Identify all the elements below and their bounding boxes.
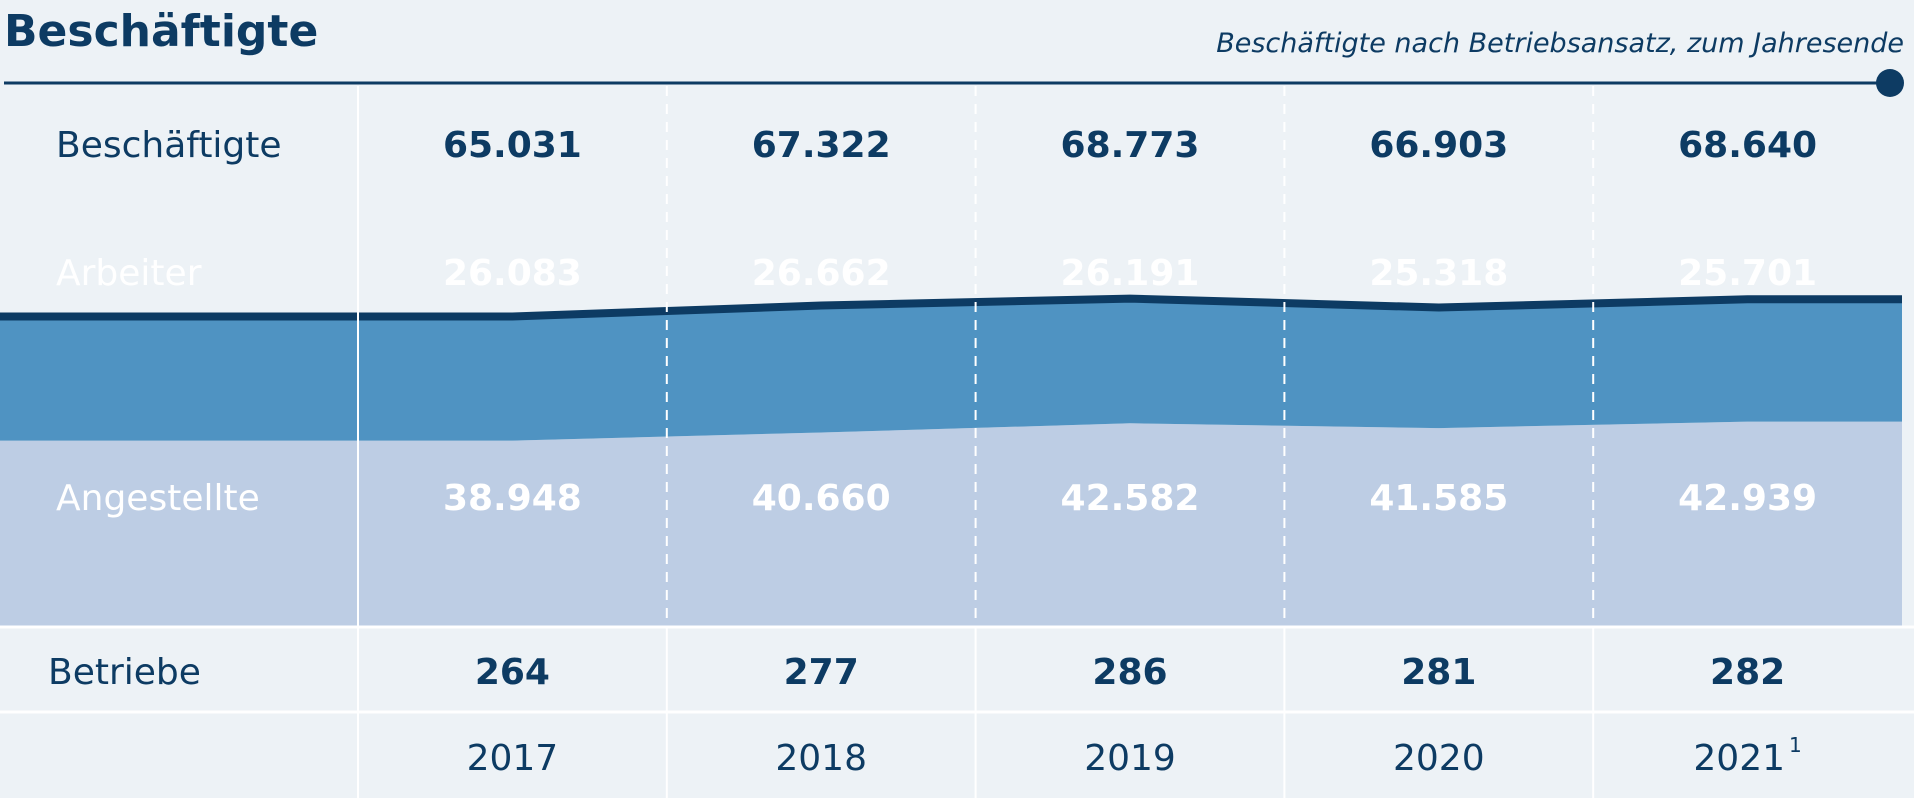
value-angestellte: 41.585 bbox=[1369, 478, 1508, 519]
value-arbeiter: 26.083 bbox=[443, 253, 582, 294]
page-title: Beschäftigte bbox=[4, 6, 319, 57]
value-beschaeftigte: 68.640 bbox=[1678, 125, 1817, 166]
value-arbeiter: 25.318 bbox=[1369, 253, 1508, 294]
value-betriebe: 282 bbox=[1710, 652, 1785, 693]
x-tick-label: 2019 bbox=[1084, 738, 1176, 779]
value-beschaeftigte: 67.322 bbox=[752, 125, 891, 166]
value-beschaeftigte: 66.903 bbox=[1369, 125, 1508, 166]
x-tick-year: 2020 bbox=[1393, 738, 1485, 779]
row-label-beschaeftigte: Beschäftigte bbox=[56, 125, 282, 166]
x-tick-year: 2018 bbox=[775, 738, 867, 779]
value-angestellte: 42.939 bbox=[1678, 478, 1817, 519]
row-label-arbeiter: Arbeiter bbox=[56, 253, 202, 294]
x-tick-footnote: 1 bbox=[1789, 733, 1802, 757]
page-subtitle: Beschäftigte nach Betriebsansatz, zum Ja… bbox=[1216, 28, 1904, 59]
value-angestellte: 42.582 bbox=[1061, 478, 1200, 519]
value-beschaeftigte: 68.773 bbox=[1061, 125, 1200, 166]
value-beschaeftigte: 65.031 bbox=[443, 125, 582, 166]
row-label-angestellte: Angestellte bbox=[56, 478, 260, 519]
x-tick-label: 2020 bbox=[1393, 738, 1485, 779]
x-tick-year: 2019 bbox=[1084, 738, 1176, 779]
value-betriebe: 286 bbox=[1092, 652, 1167, 693]
x-tick-year: 2017 bbox=[467, 738, 559, 779]
value-betriebe: 277 bbox=[784, 652, 859, 693]
value-betriebe: 264 bbox=[475, 652, 550, 693]
x-tick-year: 2021 bbox=[1693, 738, 1785, 779]
angestellte-area bbox=[0, 421, 1902, 626]
value-arbeiter: 26.662 bbox=[752, 253, 891, 294]
value-angestellte: 38.948 bbox=[443, 478, 582, 519]
arbeiter-area bbox=[0, 298, 1902, 441]
value-arbeiter: 25.701 bbox=[1678, 253, 1817, 294]
header-rule-dot bbox=[1876, 69, 1904, 97]
value-angestellte: 40.660 bbox=[752, 478, 891, 519]
value-betriebe: 281 bbox=[1401, 652, 1476, 693]
x-tick-label: 2018 bbox=[775, 738, 867, 779]
x-tick-label: 2021 1 bbox=[1693, 733, 1801, 780]
x-tick-label: 2017 bbox=[467, 738, 559, 779]
value-arbeiter: 26.191 bbox=[1061, 253, 1200, 294]
row-label-betriebe: Betriebe bbox=[48, 652, 201, 693]
